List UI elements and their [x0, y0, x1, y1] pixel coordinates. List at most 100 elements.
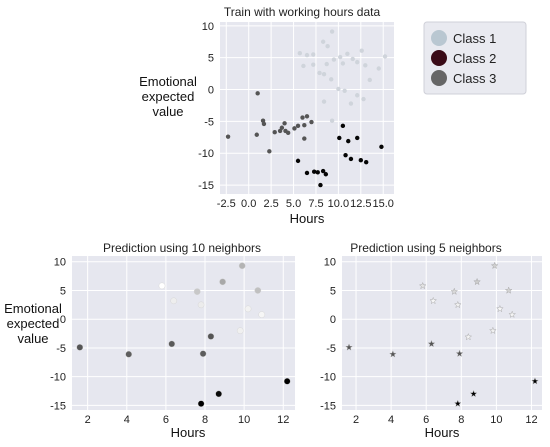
prediction-5-chart-point: [345, 343, 353, 351]
legend-swatch-class-3: [431, 70, 447, 86]
train-chart-y-tick-label: -10: [198, 148, 214, 160]
prediction-5-chart: Prediction using 5 neighbors 2 4 6 8 10 12 10 5…: [320, 241, 542, 440]
train-chart-point-class-1: [355, 59, 360, 65]
train-chart-x-tick-label: 7.5: [308, 198, 323, 210]
train-chart-y-label-line1: Emotional: [139, 74, 197, 89]
train-chart-point-class-1: [329, 29, 335, 34]
train-chart-point-class-3: [300, 115, 305, 120]
train-chart-point-class-3: [295, 123, 301, 129]
train-chart-point-class-3: [255, 91, 260, 96]
train-chart-title: Train with working hours data: [224, 5, 381, 19]
prediction-5-chart-y-tick-label: -5: [326, 343, 336, 355]
train-chart-point-class-3: [302, 136, 307, 141]
prediction-10-chart-point: [215, 390, 223, 398]
prediction-10-chart-point: [238, 262, 246, 270]
train-chart-point-class-1: [367, 77, 372, 83]
prediction-10-chart-y-tick-label: 0: [60, 314, 66, 326]
train-chart-point-class-1: [355, 93, 360, 98]
prediction-5-chart-point: [473, 277, 481, 286]
train-chart-point-class-2: [320, 168, 326, 174]
train-chart-x-tick-label: 10.0: [328, 198, 349, 210]
train-chart-point-class-1: [329, 118, 335, 123]
prediction-5-chart-x-label: Hours: [425, 425, 460, 440]
train-chart-point-class-3: [292, 126, 297, 131]
prediction-10-chart-point: [158, 282, 166, 290]
prediction-10-chart-y-label-line2: expected: [7, 316, 60, 331]
prediction-10-chart-y-tick-label: -10: [50, 372, 66, 384]
train-chart-x-tick-label: 12.5: [350, 198, 371, 210]
train-chart-point-class-1: [329, 77, 334, 82]
train-chart-point-class-2: [340, 123, 346, 129]
prediction-10-chart-point: [236, 327, 244, 335]
train-chart-point-class-2: [363, 159, 369, 165]
prediction-5-chart-point: [389, 350, 397, 358]
train-chart-x-tick-label: -2.5: [217, 198, 236, 210]
prediction-10-chart-point: [197, 400, 205, 407]
train-chart-x-tick-label: 5.0: [286, 198, 301, 210]
prediction-5-chart-point: [450, 287, 459, 295]
train-chart-point-class-2: [358, 158, 364, 163]
prediction-5-chart-x-tick-label: 4: [388, 414, 394, 426]
train-chart-point-class-1: [331, 57, 337, 62]
prediction-5-chart-x-tick-label: 12: [525, 414, 537, 426]
train-chart-point-class-3: [285, 130, 291, 136]
prediction-10-chart-y-label-line1: Emotional: [4, 301, 62, 316]
legend-label-class-2: Class 2: [453, 51, 496, 66]
prediction-10-chart-x-tick-label: 2: [85, 414, 91, 426]
prediction-5-chart-point: [427, 339, 436, 348]
train-chart-y-tick-label: 0: [208, 85, 214, 97]
prediction-10-chart-point: [219, 278, 226, 286]
prediction-10-chart-plot-area: [72, 256, 295, 410]
train-chart-x-label: Hours: [290, 211, 325, 226]
legend-swatch-class-2: [431, 50, 447, 66]
train-chart-point-class-1: [361, 96, 366, 102]
train-chart-point-class-1: [337, 54, 343, 60]
train-chart-point-class-3: [267, 149, 272, 154]
train-chart-point-class-1: [304, 52, 310, 58]
prediction-5-chart-point: [429, 296, 438, 305]
prediction-10-chart-y-tick-label: 10: [54, 257, 66, 269]
prediction-10-chart-x-tick-label: 6: [163, 414, 169, 426]
train-chart-point-class-2: [295, 158, 301, 164]
prediction-5-chart-point: [454, 300, 462, 309]
prediction-5-chart-y-tick-label: -10: [320, 372, 336, 384]
train-chart-point-class-1: [321, 72, 327, 77]
train-chart-point-class-2: [318, 182, 323, 188]
prediction-5-chart-point: [489, 326, 497, 334]
prediction-5-chart-y-tick-label: 10: [324, 257, 336, 269]
prediction-10-chart: Prediction using 10 neighbors 2 4 6 8 10 12 10…: [4, 241, 295, 440]
prediction-5-chart-point: [455, 349, 464, 357]
prediction-10-chart-point: [193, 288, 201, 295]
train-chart-point-class-3: [309, 119, 314, 125]
legend-label-class-1: Class 1: [453, 31, 496, 46]
train-chart-point-class-3: [304, 114, 310, 119]
prediction-5-chart-point: [508, 310, 516, 318]
prediction-5-chart-y-tick-label: -15: [320, 400, 336, 412]
train-chart-x-tick-label: 0.0: [241, 198, 256, 210]
train-chart-point-class-1: [311, 52, 316, 57]
train-chart-point-class-1: [325, 44, 330, 49]
train-chart-point-class-2: [304, 170, 310, 176]
prediction-5-chart-x-tick-label: 2: [353, 414, 359, 426]
train-chart-point-class-1: [301, 63, 306, 69]
train-chart-point-class-1: [350, 56, 355, 62]
prediction-5-chart-point: [418, 281, 427, 290]
train-chart-x-tick-label: 2.5: [263, 198, 278, 210]
prediction-10-chart-x-label: Hours: [171, 425, 206, 440]
train-chart-point-class-1: [320, 39, 326, 44]
train-chart-point-class-2: [355, 135, 360, 141]
train-chart-point-class-2: [315, 170, 320, 175]
train-chart-point-class-2: [311, 169, 317, 174]
prediction-10-chart-y-tick-label: 5: [60, 285, 66, 297]
train-chart-point-class-1: [359, 48, 364, 53]
train-chart-point-class-3: [254, 132, 259, 137]
prediction-10-chart-x-tick-label: 12: [277, 414, 289, 426]
prediction-5-chart-x-tick-label: 6: [423, 414, 429, 426]
train-chart-y-label-line3: value: [152, 104, 183, 119]
prediction-5-chart-y-tick-label: 5: [330, 285, 336, 297]
train-chart-point-class-1: [345, 51, 350, 57]
legend-box: [423, 21, 527, 95]
prediction-10-chart-y-tick-label: -15: [50, 400, 66, 412]
train-chart-point-class-3: [302, 123, 307, 128]
